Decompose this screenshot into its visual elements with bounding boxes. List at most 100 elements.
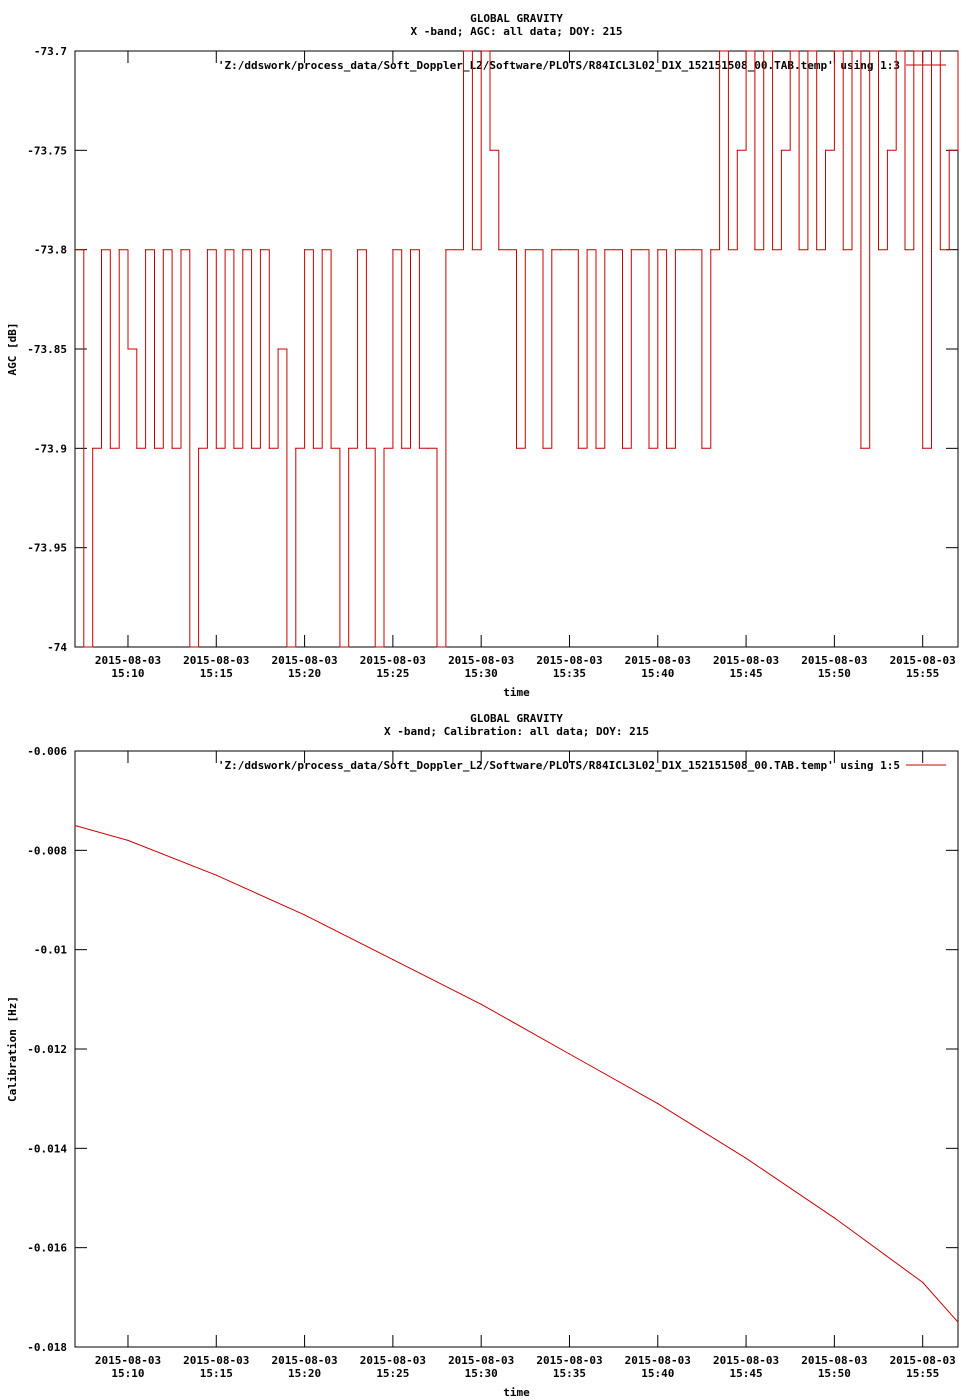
data-point (568, 1053, 571, 1055)
x-tick-time: 15:40 (641, 667, 674, 680)
y-tick-label: -73.95 (27, 542, 67, 555)
y-tick-label: -0.018 (27, 1341, 67, 1354)
data-point (913, 50, 915, 52)
x-tick-time: 15:10 (111, 1367, 144, 1380)
data-point (392, 959, 394, 961)
x-tick-date: 2015-08-03 (713, 654, 779, 667)
x-tick-time: 15:25 (376, 1367, 409, 1380)
data-point (489, 149, 491, 151)
data-point (383, 447, 385, 449)
data-point (922, 447, 924, 449)
data-point (657, 1103, 659, 1105)
data-point (401, 447, 403, 449)
data-point (524, 249, 526, 251)
data-point (118, 249, 120, 251)
x-tick-date: 2015-08-03 (801, 654, 867, 667)
data-point (215, 447, 217, 449)
x-tick-time: 15:35 (553, 667, 586, 680)
data-point (277, 348, 279, 350)
data-point (674, 249, 677, 251)
data-point (533, 249, 535, 251)
x-tick-date: 2015-08-03 (890, 1354, 956, 1367)
data-point (860, 447, 862, 449)
data-point (206, 249, 209, 251)
data-point (683, 249, 685, 251)
x-tick-date: 2015-08-03 (801, 1354, 867, 1367)
x-tick-time: 15:20 (288, 667, 321, 680)
y-tick-label: -73.8 (34, 244, 67, 257)
data-point (604, 249, 606, 251)
y-tick-label: -74 (47, 641, 67, 654)
data-point (145, 249, 147, 251)
data-point (780, 149, 783, 151)
x-tick-date: 2015-08-03 (625, 654, 691, 667)
data-point (833, 1217, 835, 1219)
data-point (595, 447, 597, 449)
x-tick-time: 15:15 (200, 667, 233, 680)
x-tick-time: 15:30 (465, 667, 498, 680)
x-axis-label: time (503, 1386, 530, 1399)
data-point (100, 249, 103, 251)
data-point (445, 249, 447, 251)
y-tick-label: -73.9 (34, 442, 67, 455)
data-point (251, 447, 253, 449)
data-point (392, 249, 394, 251)
data-point (648, 447, 650, 449)
data-point (577, 447, 579, 449)
y-tick-label: -73.75 (27, 144, 67, 157)
data-point (339, 646, 341, 648)
data-point (621, 447, 624, 449)
data-point (833, 50, 835, 52)
data-point (321, 249, 323, 251)
data-point (586, 249, 588, 251)
data-point (480, 50, 482, 52)
x-tick-date: 2015-08-03 (360, 1354, 426, 1367)
data-point (771, 249, 774, 251)
y-axis-label: AGC [dB] (6, 323, 19, 376)
data-point (356, 249, 359, 251)
data-point (409, 249, 412, 251)
x-tick-time: 15:15 (200, 1367, 233, 1380)
data-point (904, 249, 906, 251)
data-point (74, 824, 76, 827)
y-tick-label: -0.006 (27, 745, 67, 758)
data-point (754, 249, 756, 251)
x-tick-date: 2015-08-03 (183, 1354, 249, 1367)
data-point (957, 50, 959, 52)
data-point (268, 447, 270, 449)
data-point (312, 447, 315, 449)
x-tick-time: 15:10 (111, 667, 144, 680)
x-tick-date: 2015-08-03 (271, 654, 337, 667)
chart-subtitle: X -band; Calibration: all data; DOY: 215 (384, 725, 649, 738)
data-point (798, 249, 800, 251)
x-tick-date: 2015-08-03 (95, 654, 161, 667)
y-tick-label: -0.008 (27, 844, 67, 857)
data-point (869, 50, 871, 52)
x-tick-time: 15:45 (730, 667, 763, 680)
data-point (922, 1281, 924, 1284)
data-point (242, 249, 244, 251)
x-axis-label: time (503, 686, 530, 699)
x-tick-date: 2015-08-03 (890, 654, 956, 667)
data-point (348, 447, 350, 449)
data-point (745, 1157, 747, 1159)
x-tick-date: 2015-08-03 (271, 1354, 337, 1367)
data-point (948, 149, 950, 151)
x-tick-date: 2015-08-03 (183, 654, 249, 667)
data-point (613, 249, 615, 251)
data-point (224, 249, 226, 251)
data-point (886, 149, 888, 151)
y-tick-label: -73.7 (34, 45, 67, 58)
data-point (560, 249, 562, 251)
data-point (480, 1003, 482, 1005)
data-point (471, 249, 473, 251)
y-tick-label: -0.012 (27, 1043, 67, 1056)
y-tick-label: -0.01 (34, 944, 67, 957)
x-tick-time: 15:45 (730, 1367, 763, 1380)
x-tick-time: 15:55 (906, 1367, 939, 1380)
data-point (895, 50, 897, 52)
y-axis-label: Calibration [Hz] (6, 996, 19, 1102)
data-point (842, 249, 844, 251)
data-point (807, 50, 809, 52)
